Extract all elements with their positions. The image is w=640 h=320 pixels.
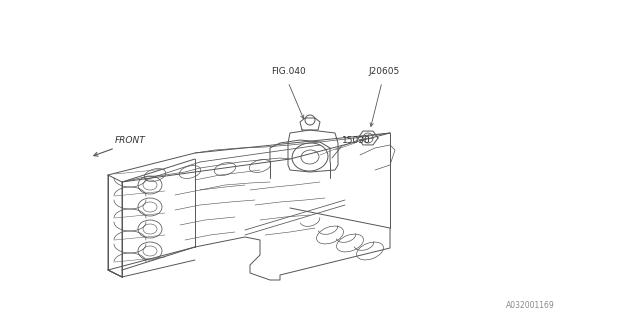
Text: FIG.040: FIG.040	[271, 67, 306, 76]
Text: A032001169: A032001169	[506, 301, 555, 310]
Text: FRONT: FRONT	[115, 136, 146, 145]
Text: J20605: J20605	[368, 67, 399, 76]
Text: 15030: 15030	[342, 136, 371, 145]
